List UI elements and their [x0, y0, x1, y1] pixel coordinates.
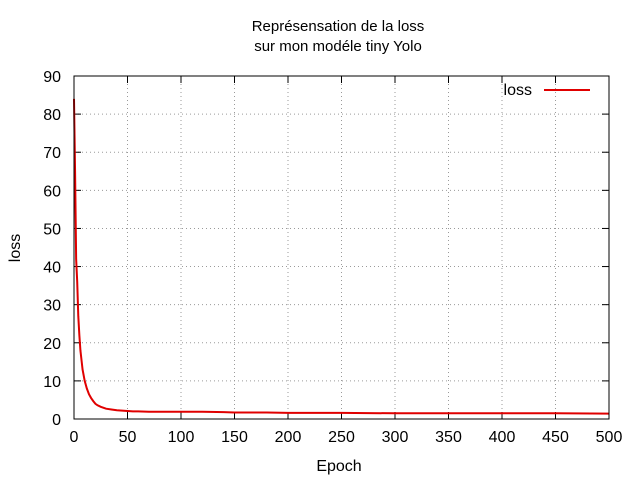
y-tick-labels: 0 10 20 30 40 50 60 70 80 90 — [43, 69, 61, 429]
x-tick-label: 200 — [275, 429, 302, 446]
y-tick-label: 70 — [43, 145, 61, 162]
y-tick-label: 20 — [43, 336, 61, 353]
plot-border — [73, 75, 610, 420]
y-tick-label: 0 — [52, 412, 61, 429]
legend-label-loss: loss — [504, 82, 532, 99]
x-tick-label: 250 — [328, 429, 355, 446]
axis-ticks — [73, 75, 610, 420]
x-tick-label: 100 — [168, 429, 195, 446]
y-tick-label: 60 — [43, 183, 61, 200]
x-tick-label: 300 — [382, 429, 409, 446]
y-axis-label: loss — [7, 234, 24, 262]
x-tick-label: 350 — [435, 429, 462, 446]
y-tick-label: 30 — [43, 298, 61, 315]
y-tick-label: 40 — [43, 260, 61, 277]
y-tick-label: 90 — [43, 69, 61, 86]
x-tick-label: 450 — [542, 429, 569, 446]
x-tick-label: 50 — [119, 429, 137, 446]
chart-title-line-2: sur mon modéle tiny Yolo — [254, 38, 422, 55]
y-tick-label: 50 — [43, 221, 61, 238]
x-tick-label: 150 — [221, 429, 248, 446]
x-tick-labels: 0 50 100 150 200 250 300 350 400 450 500 — [70, 429, 623, 446]
x-tick-label: 400 — [489, 429, 516, 446]
y-tick-label: 10 — [43, 374, 61, 391]
y-tick-label: 80 — [43, 107, 61, 124]
grid-lines — [74, 76, 609, 419]
chart-title-line-1: Représensation de la loss — [252, 18, 425, 35]
x-tick-label: 0 — [70, 429, 79, 446]
x-tick-label: 500 — [596, 429, 623, 446]
legend: loss — [504, 82, 590, 99]
series-line-loss — [73, 98, 610, 415]
x-axis-label: Epoch — [316, 458, 361, 475]
